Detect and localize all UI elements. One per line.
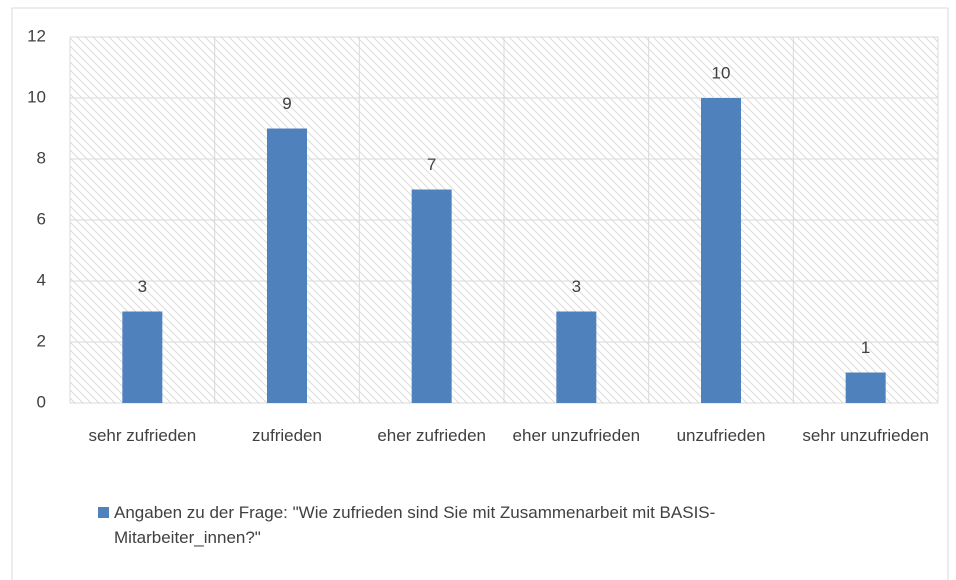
data-label: 7 (427, 155, 436, 174)
legend-swatch (98, 507, 109, 518)
x-tick-label: sehr unzufrieden (802, 426, 929, 445)
data-label: 3 (572, 277, 581, 296)
y-tick-label: 4 (37, 270, 46, 289)
x-tick-label: unzufrieden (676, 426, 766, 445)
bar (556, 311, 597, 403)
x-tick-label: sehr zufrieden (88, 426, 197, 445)
bar (122, 311, 163, 403)
bar (411, 189, 452, 403)
bar (267, 128, 307, 403)
y-tick-label: 6 (37, 209, 46, 228)
legend-label: Angaben zu der Frage: "Wie zufrieden sin… (114, 503, 716, 547)
chart-border (11, 7, 949, 580)
y-tick-label: 0 (37, 392, 46, 411)
data-label: 9 (282, 94, 291, 113)
legend: Angaben zu der Frage: "Wie zufrieden sin… (98, 500, 858, 550)
x-tick-label: eher unzufrieden (512, 426, 641, 445)
x-tick-label: zufrieden (252, 426, 322, 445)
x-tick-label: eher zufrieden (377, 426, 486, 445)
bar (845, 372, 886, 403)
data-label: 1 (861, 338, 870, 357)
data-label: 10 (712, 63, 731, 82)
y-tick-label: 10 (27, 87, 46, 106)
bar (701, 98, 741, 403)
data-label: 3 (138, 277, 147, 296)
y-tick-label: 12 (27, 26, 46, 45)
y-tick-label: 2 (37, 331, 46, 350)
y-tick-label: 8 (37, 148, 46, 167)
